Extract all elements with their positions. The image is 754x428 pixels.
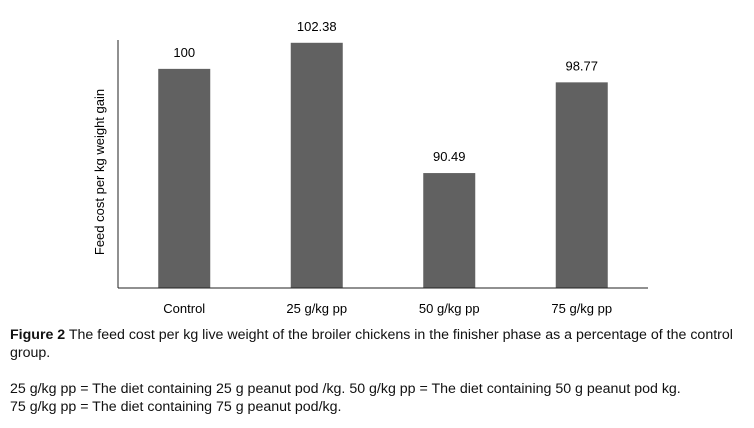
bar-0 bbox=[158, 68, 211, 288]
figure-notes: 25 g/kg pp = The diet containing 25 g pe… bbox=[10, 380, 750, 416]
data-label-3: 98.77 bbox=[565, 58, 598, 73]
figure-label: Figure 2 bbox=[10, 327, 66, 343]
y-axis-label: Feed cost per kg weight gain bbox=[92, 89, 107, 255]
x-tick-label-2: 50 g/kg pp bbox=[419, 301, 480, 316]
data-label-0: 100 bbox=[173, 45, 195, 60]
x-tick-label-0: Control bbox=[163, 301, 205, 316]
figure-caption: Figure 2 The feed cost per kg live weigh… bbox=[10, 326, 748, 362]
data-label-1: 102.38 bbox=[297, 19, 337, 34]
note-line: 75 g/kg pp = The diet containing 75 g pe… bbox=[10, 399, 342, 415]
data-label-2: 90.49 bbox=[433, 149, 466, 164]
x-tick-label-3: 75 g/kg pp bbox=[551, 301, 612, 316]
bar-chart: Feed cost per kg weight gain 100 Control 1… bbox=[92, 19, 648, 316]
note-line: 25 g/kg pp = The diet containing 25 g pe… bbox=[10, 381, 681, 397]
figure-caption-text: The feed cost per kg live weight of the … bbox=[10, 327, 733, 361]
bar-2 bbox=[423, 173, 476, 288]
bar-3 bbox=[555, 82, 608, 288]
bar-1 bbox=[290, 42, 343, 288]
x-tick-label-1: 25 g/kg pp bbox=[286, 301, 347, 316]
